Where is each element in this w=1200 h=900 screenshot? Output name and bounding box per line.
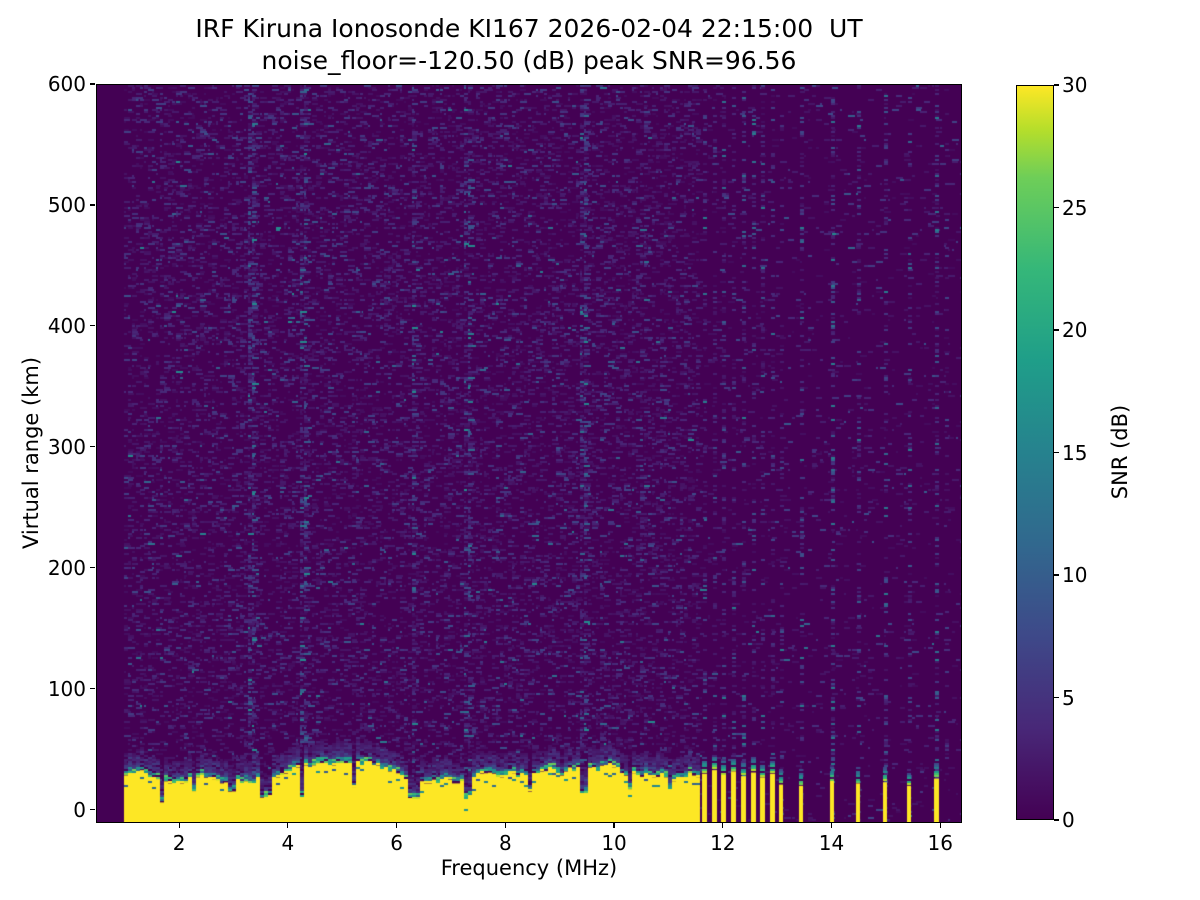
colorbar-label: SNR (dB) [1108,404,1132,500]
y-tick-label: 600 [47,72,86,96]
y-tick-mark [90,83,95,85]
figure-title: IRF Kiruna Ionosonde KI167 2026-02-04 22… [195,14,863,43]
colorbar-tick-mark [1054,696,1059,699]
y-tick-mark [90,446,95,448]
colorbar-tick-mark [1054,84,1059,86]
x-tick-label: 2 [172,831,186,855]
colorbar-tick-mark [1054,819,1059,821]
y-tick-mark [90,204,95,206]
x-tick-mark [830,823,833,828]
y-tick-mark [90,688,95,690]
y-tick-mark [90,325,95,327]
x-tick-mark [722,823,724,828]
x-tick-mark [396,823,398,828]
plot-area [96,84,962,823]
x-tick-mark [178,823,180,828]
ionogram-heatmap [97,85,961,822]
colorbar-tick-mark [1054,574,1059,576]
x-tick-label: 12 [710,831,736,855]
figure-subtitle: noise_floor=-120.50 (dB) peak SNR=96.56 [261,46,797,75]
y-tick-label: 0 [73,797,86,822]
x-tick-label: 16 [927,831,953,855]
y-tick-label: 300 [47,434,86,459]
colorbar-tick-label: 10 [1062,563,1088,587]
x-tick-label: 4 [281,831,295,855]
colorbar-tick-label: 0 [1062,808,1075,832]
y-tick-label: 400 [47,313,86,338]
colorbar [1016,85,1054,820]
x-tick-label: 6 [390,831,403,855]
colorbar-tick-mark [1054,206,1059,209]
colorbar-tick-label: 20 [1062,318,1088,342]
colorbar-tick-mark [1054,329,1059,331]
colorbar-tick-label: 25 [1062,195,1088,220]
y-tick-label: 200 [47,555,86,580]
colorbar-tick-label: 15 [1062,440,1088,465]
x-axis-label: Frequency (MHz) [440,856,618,880]
x-tick-label: 14 [818,831,845,855]
x-tick-mark [939,823,941,828]
y-tick-label: 100 [47,676,86,701]
x-tick-label: 8 [498,831,512,855]
y-tick-mark [90,567,95,569]
y-tick-label: 500 [47,192,86,217]
colorbar-tick-mark [1054,451,1059,454]
x-tick-mark [504,823,506,828]
colorbar-tick-label: 5 [1062,685,1075,710]
x-tick-mark [287,823,289,828]
x-tick-mark [613,823,615,828]
x-tick-label: 10 [601,831,627,855]
colorbar-tick-label: 30 [1062,73,1088,97]
y-tick-mark [90,809,95,811]
